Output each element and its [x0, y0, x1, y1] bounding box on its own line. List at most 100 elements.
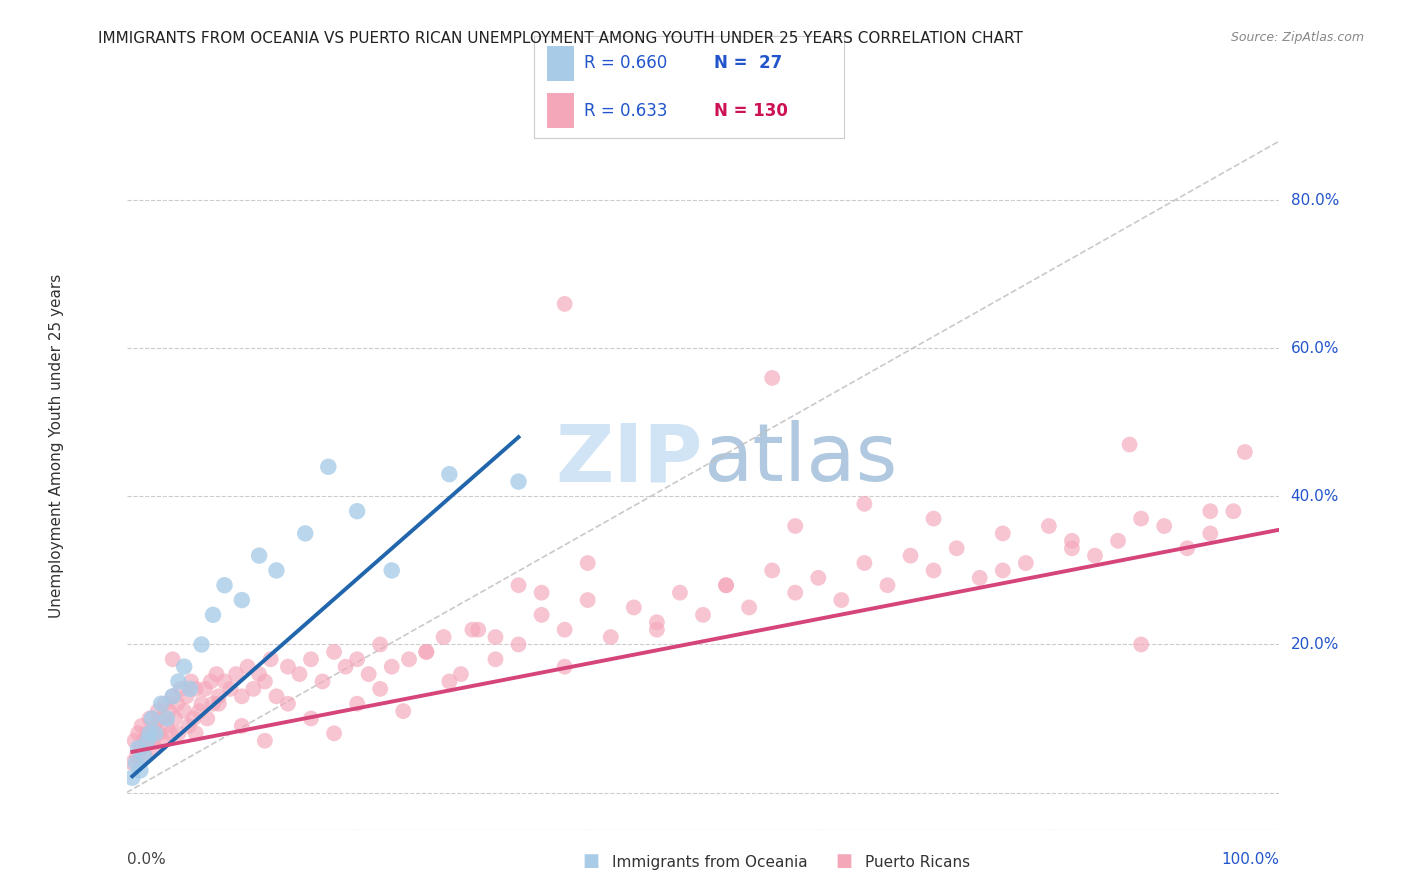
Point: [1199, 526, 1222, 541]
Point: [277, 697, 299, 711]
Point: [450, 667, 472, 681]
Point: [669, 585, 692, 599]
Point: [785, 585, 807, 599]
Point: [129, 764, 152, 778]
Point: [127, 726, 149, 740]
Point: [1060, 541, 1083, 556]
Point: [299, 652, 322, 666]
Point: [125, 748, 148, 763]
Point: [576, 556, 599, 570]
Point: [484, 652, 506, 666]
Point: [554, 659, 576, 673]
Point: [132, 733, 155, 747]
Point: [288, 667, 311, 681]
Point: [225, 667, 247, 681]
Point: [945, 541, 967, 556]
Point: [188, 704, 211, 718]
Point: [236, 659, 259, 673]
Point: [121, 756, 143, 770]
Point: [184, 726, 207, 740]
Point: [150, 712, 173, 726]
Point: [166, 697, 188, 711]
Point: [136, 733, 159, 747]
Bar: [547, 93, 575, 128]
Point: [1015, 556, 1038, 570]
Point: [318, 459, 340, 474]
Point: [145, 741, 166, 756]
Text: Immigrants from Oceania: Immigrants from Oceania: [612, 855, 807, 870]
Point: [1175, 541, 1198, 556]
Point: [183, 712, 205, 726]
Point: [346, 697, 368, 711]
Point: [202, 607, 225, 622]
Point: [208, 690, 231, 704]
Point: [231, 719, 253, 733]
Point: [247, 667, 270, 681]
Point: [323, 726, 346, 740]
Point: [1084, 549, 1107, 563]
Point: [554, 623, 576, 637]
Point: [170, 681, 193, 696]
Point: [194, 681, 217, 696]
Point: [202, 697, 225, 711]
Text: 20.0%: 20.0%: [1291, 637, 1339, 652]
Point: [714, 578, 737, 592]
Point: [368, 681, 391, 696]
Text: 60.0%: 60.0%: [1291, 341, 1339, 356]
Point: [1153, 519, 1175, 533]
Point: [253, 733, 276, 747]
Point: [157, 704, 180, 718]
Point: [467, 623, 489, 637]
Point: [277, 659, 299, 673]
Point: [876, 578, 898, 592]
Point: [392, 704, 415, 718]
Point: [195, 712, 218, 726]
Point: [335, 659, 357, 673]
Point: [205, 667, 228, 681]
Point: [645, 615, 668, 630]
Point: [294, 526, 316, 541]
Point: [131, 719, 153, 733]
Point: [141, 733, 163, 747]
Point: [231, 593, 253, 607]
Point: [121, 771, 143, 785]
Point: [150, 697, 173, 711]
Point: [1130, 511, 1153, 525]
Point: [184, 681, 207, 696]
Text: ZIP: ZIP: [555, 420, 703, 499]
Point: [576, 593, 599, 607]
Point: [853, 556, 876, 570]
Point: [1118, 437, 1140, 451]
Point: [991, 564, 1014, 578]
Text: ■: ■: [835, 852, 852, 870]
Point: [714, 578, 737, 592]
Bar: [547, 45, 575, 81]
Point: [146, 704, 169, 718]
Text: Source: ZipAtlas.com: Source: ZipAtlas.com: [1230, 31, 1364, 45]
Point: [922, 511, 945, 525]
Point: [159, 726, 181, 740]
Point: [738, 600, 761, 615]
Point: [214, 578, 236, 592]
Point: [266, 690, 288, 704]
Point: [554, 297, 576, 311]
Text: N =  27: N = 27: [714, 54, 782, 72]
Point: [136, 726, 159, 740]
Point: [138, 712, 160, 726]
Point: [153, 697, 176, 711]
Point: [922, 564, 945, 578]
Point: [138, 726, 160, 740]
Point: [124, 733, 146, 747]
Point: [346, 652, 368, 666]
Point: [177, 719, 200, 733]
Point: [381, 564, 404, 578]
Point: [991, 526, 1014, 541]
Point: [530, 585, 553, 599]
Point: [266, 564, 288, 578]
Point: [311, 674, 333, 689]
Point: [208, 697, 231, 711]
Point: [143, 719, 166, 733]
Point: [1222, 504, 1244, 518]
Text: IMMIGRANTS FROM OCEANIA VS PUERTO RICAN UNEMPLOYMENT AMONG YOUTH UNDER 25 YEARS : IMMIGRANTS FROM OCEANIA VS PUERTO RICAN …: [98, 31, 1024, 46]
Point: [127, 741, 149, 756]
